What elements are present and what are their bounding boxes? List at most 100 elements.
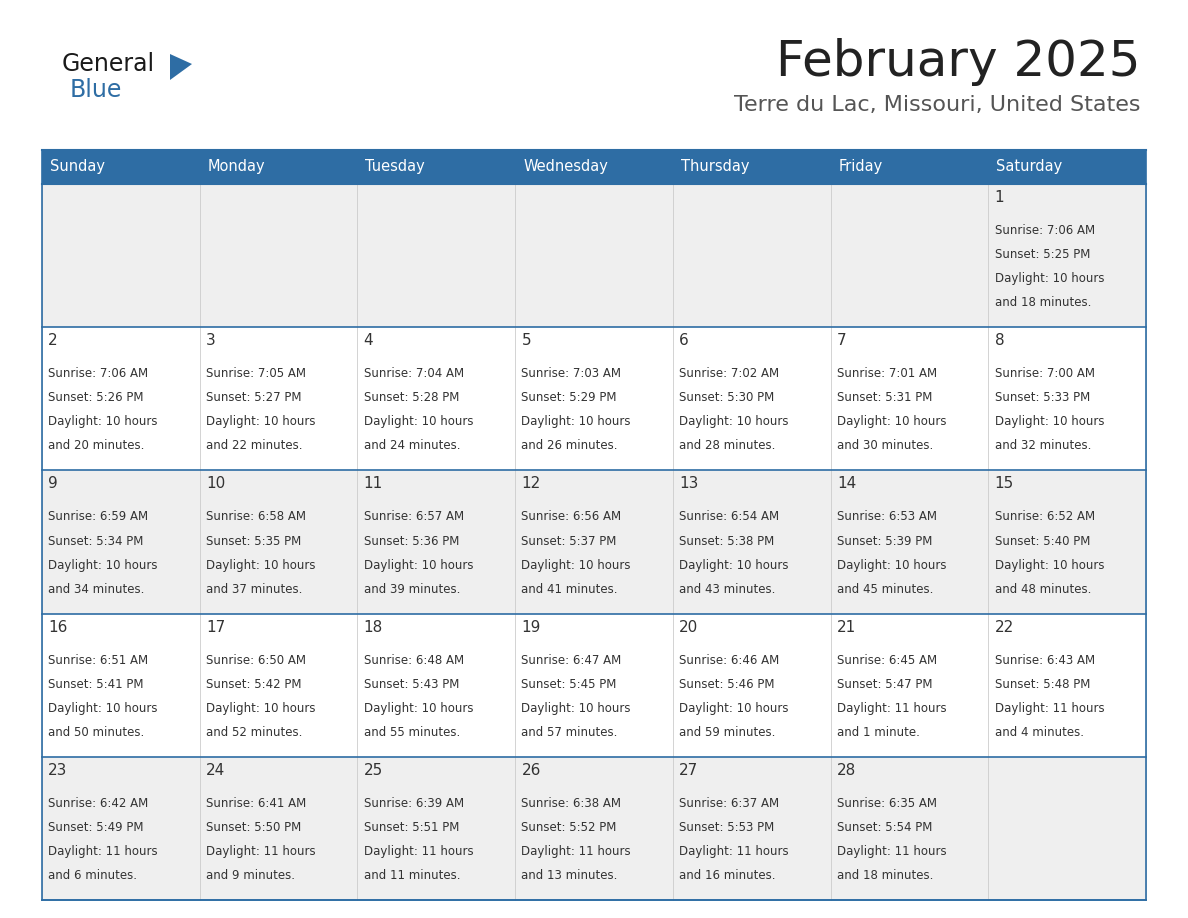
Text: 2: 2 [49,333,58,348]
Text: Daylight: 10 hours: Daylight: 10 hours [994,273,1104,285]
Text: Sunrise: 7:01 AM: Sunrise: 7:01 AM [836,367,937,380]
Text: Sunrise: 6:35 AM: Sunrise: 6:35 AM [836,797,937,810]
Bar [200,150,358,184]
Text: Sunrise: 7:02 AM: Sunrise: 7:02 AM [680,367,779,380]
Text: Tuesday: Tuesday [366,160,425,174]
Text: 1: 1 [994,190,1004,205]
Text: and 24 minutes.: and 24 minutes. [364,440,460,453]
Bar [42,150,200,184]
Text: and 30 minutes.: and 30 minutes. [836,440,933,453]
Text: Sunday: Sunday [50,160,105,174]
Text: Sunrise: 7:00 AM: Sunrise: 7:00 AM [994,367,1094,380]
Text: and 50 minutes.: and 50 minutes. [49,726,145,739]
Text: Daylight: 11 hours: Daylight: 11 hours [206,845,316,858]
Text: and 1 minute.: and 1 minute. [836,726,920,739]
Text: and 37 minutes.: and 37 minutes. [206,583,303,596]
Text: and 45 minutes.: and 45 minutes. [836,583,934,596]
Text: and 16 minutes.: and 16 minutes. [680,869,776,882]
Text: Saturday: Saturday [997,160,1062,174]
Text: 14: 14 [836,476,857,491]
Text: and 52 minutes.: and 52 minutes. [206,726,303,739]
Text: Daylight: 10 hours: Daylight: 10 hours [364,416,473,429]
Text: 16: 16 [49,620,68,634]
Text: Sunrise: 6:54 AM: Sunrise: 6:54 AM [680,510,779,523]
Text: Sunrise: 6:47 AM: Sunrise: 6:47 AM [522,654,621,666]
Text: Sunrise: 6:48 AM: Sunrise: 6:48 AM [364,654,463,666]
Text: and 11 minutes.: and 11 minutes. [364,869,460,882]
Text: Daylight: 10 hours: Daylight: 10 hours [680,702,789,715]
Text: Daylight: 10 hours: Daylight: 10 hours [836,559,947,572]
Text: 19: 19 [522,620,541,634]
Text: 11: 11 [364,476,383,491]
Text: Daylight: 11 hours: Daylight: 11 hours [680,845,789,858]
Bar [358,756,516,900]
Text: Daylight: 10 hours: Daylight: 10 hours [522,702,631,715]
Text: and 55 minutes.: and 55 minutes. [364,726,460,739]
Text: Sunrise: 6:58 AM: Sunrise: 6:58 AM [206,510,307,523]
Bar [200,470,358,613]
Text: Sunset: 5:39 PM: Sunset: 5:39 PM [836,534,933,547]
Text: and 28 minutes.: and 28 minutes. [680,440,776,453]
Bar [200,184,358,327]
Bar [988,327,1146,470]
Text: Daylight: 10 hours: Daylight: 10 hours [994,559,1104,572]
Text: Terre du Lac, Missouri, United States: Terre du Lac, Missouri, United States [733,95,1140,115]
Text: and 4 minutes.: and 4 minutes. [994,726,1083,739]
Text: February 2025: February 2025 [776,38,1140,86]
Text: 20: 20 [680,620,699,634]
Text: 15: 15 [994,476,1013,491]
Text: Daylight: 11 hours: Daylight: 11 hours [49,845,158,858]
Text: Sunset: 5:40 PM: Sunset: 5:40 PM [994,534,1089,547]
Text: and 22 minutes.: and 22 minutes. [206,440,303,453]
Text: Daylight: 10 hours: Daylight: 10 hours [206,559,316,572]
Text: 10: 10 [206,476,226,491]
Bar [358,150,516,184]
Text: Sunset: 5:38 PM: Sunset: 5:38 PM [680,534,775,547]
Bar [672,470,830,613]
Text: 13: 13 [680,476,699,491]
Text: and 34 minutes.: and 34 minutes. [49,583,145,596]
Text: Daylight: 10 hours: Daylight: 10 hours [49,702,158,715]
Text: and 18 minutes.: and 18 minutes. [836,869,934,882]
Text: Sunrise: 7:04 AM: Sunrise: 7:04 AM [364,367,463,380]
Bar [672,150,830,184]
Text: Friday: Friday [839,160,883,174]
Text: Monday: Monday [208,160,265,174]
Text: Sunset: 5:43 PM: Sunset: 5:43 PM [364,677,459,690]
Text: General: General [62,52,156,76]
Text: Sunrise: 6:42 AM: Sunrise: 6:42 AM [49,797,148,810]
Text: Daylight: 11 hours: Daylight: 11 hours [994,702,1104,715]
Text: 18: 18 [364,620,383,634]
Text: and 13 minutes.: and 13 minutes. [522,869,618,882]
Bar [516,184,672,327]
Text: Daylight: 10 hours: Daylight: 10 hours [206,702,316,715]
Text: Wednesday: Wednesday [523,160,608,174]
Text: and 32 minutes.: and 32 minutes. [994,440,1091,453]
Text: Sunrise: 6:38 AM: Sunrise: 6:38 AM [522,797,621,810]
Text: 6: 6 [680,333,689,348]
Text: 5: 5 [522,333,531,348]
Bar [830,613,988,756]
Text: and 26 minutes.: and 26 minutes. [522,440,618,453]
Text: Daylight: 10 hours: Daylight: 10 hours [364,702,473,715]
Text: Sunset: 5:25 PM: Sunset: 5:25 PM [994,248,1089,261]
Text: Sunset: 5:46 PM: Sunset: 5:46 PM [680,677,775,690]
Bar [200,327,358,470]
Text: 22: 22 [994,620,1013,634]
Bar [42,327,200,470]
Bar [988,184,1146,327]
Text: 24: 24 [206,763,226,778]
Text: and 48 minutes.: and 48 minutes. [994,583,1091,596]
Bar [42,613,200,756]
Text: Daylight: 11 hours: Daylight: 11 hours [836,702,947,715]
Text: 12: 12 [522,476,541,491]
Text: Sunrise: 6:39 AM: Sunrise: 6:39 AM [364,797,463,810]
Text: Sunrise: 6:50 AM: Sunrise: 6:50 AM [206,654,307,666]
Text: Daylight: 11 hours: Daylight: 11 hours [836,845,947,858]
Bar [358,470,516,613]
Text: Sunset: 5:54 PM: Sunset: 5:54 PM [836,821,933,834]
Text: Daylight: 10 hours: Daylight: 10 hours [206,416,316,429]
Text: Sunset: 5:28 PM: Sunset: 5:28 PM [364,391,459,404]
Bar [830,756,988,900]
Text: Daylight: 10 hours: Daylight: 10 hours [680,416,789,429]
